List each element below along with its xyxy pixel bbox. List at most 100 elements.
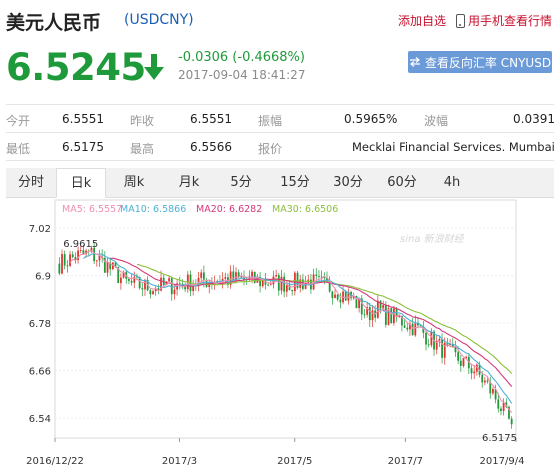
candle-body <box>334 294 336 298</box>
candle-body <box>200 272 203 278</box>
candle-body <box>497 399 500 409</box>
candle-body <box>315 274 318 276</box>
candle-body <box>168 278 170 282</box>
candle-body <box>446 342 449 345</box>
candle-body <box>435 340 438 350</box>
quote-source: Mecklai Financial Services. Mumbai <box>352 140 555 154</box>
tab-15min[interactable]: 15分 <box>280 175 310 190</box>
candle-body <box>470 368 473 374</box>
low-label: 最低 <box>6 142 31 156</box>
candle-body <box>261 279 264 287</box>
reverse-rate-button[interactable]: 查看反向汇率 CNYUSD <box>408 51 552 73</box>
y-tick-label: 7.02 <box>29 224 51 235</box>
candle-body <box>77 250 79 260</box>
candle-body <box>387 308 390 325</box>
open-label: 今开 <box>6 114 31 128</box>
candle-body <box>197 277 200 285</box>
ma5-line <box>69 250 513 413</box>
candle-body <box>430 331 433 346</box>
page-title: 美元人民币 <box>6 12 102 34</box>
open-value: 6.5551 <box>62 112 104 126</box>
candle-body <box>69 254 71 266</box>
phone-icon <box>456 13 465 28</box>
tab-daily-k[interactable]: 日k <box>56 168 106 198</box>
candle-body <box>502 402 505 412</box>
candle-body <box>492 389 494 394</box>
candle-body <box>141 288 144 290</box>
amplitude-value: 0.5965% <box>344 112 398 126</box>
candle-body <box>494 389 497 400</box>
candle-body <box>173 289 176 295</box>
y-tick-label: 6.66 <box>29 367 51 378</box>
candle-body <box>288 285 291 290</box>
candle-body <box>58 263 61 274</box>
candle-body <box>422 326 425 333</box>
candle-body <box>449 344 452 345</box>
plot-border <box>54 199 517 439</box>
candle-body <box>160 277 162 291</box>
candle-body <box>323 277 326 279</box>
candle-body <box>165 281 168 286</box>
stats-table: 今开 6.5551 昨收 6.5551 振幅 0.5965% 波幅 0.0391… <box>6 104 555 161</box>
candle-body <box>275 275 278 277</box>
candle-body <box>111 262 114 270</box>
symbol-code: (USDCNY) <box>124 12 194 28</box>
candle-body <box>318 275 320 277</box>
candle-body <box>296 272 299 288</box>
x-tick-label: 2017/7 <box>388 456 423 467</box>
candle-body <box>409 323 411 330</box>
candle-body <box>128 278 130 281</box>
candle-body <box>122 271 125 278</box>
candle-body <box>505 402 508 407</box>
candle-body <box>74 257 77 260</box>
candle-body <box>103 257 106 273</box>
candle-body <box>66 265 69 267</box>
kline-chart[interactable]: 7.02 6.9 6.78 6.66 6.54 2016/12/22 2017/3 2017/… <box>0 198 558 468</box>
stats-row-1: 今开 6.5551 昨收 6.5551 振幅 0.5965% 波幅 0.0391 <box>6 105 555 133</box>
candle-body <box>326 277 328 282</box>
tab-30min[interactable]: 30分 <box>333 175 363 190</box>
add-favorite-link[interactable]: 添加自选 <box>398 14 447 28</box>
mobile-view-link[interactable]: 用手机查看行情 <box>456 12 552 29</box>
y-tick-label: 6.9 <box>35 272 51 283</box>
candle-body <box>328 281 331 292</box>
ma10-line <box>83 253 513 404</box>
candle-body <box>136 276 138 278</box>
legend-ma5: MA5: 6.5557 <box>62 204 122 215</box>
candle-body <box>259 276 261 287</box>
candle-body <box>473 371 476 374</box>
tab-60min[interactable]: 60分 <box>387 175 417 190</box>
x-tick-label: 2017/9/4 <box>480 456 525 467</box>
candle-body <box>398 315 401 318</box>
wave-label: 波幅 <box>424 114 449 128</box>
candle-body <box>280 276 283 291</box>
high-value: 6.5566 <box>190 140 232 154</box>
candle-body <box>149 290 152 295</box>
candle-body <box>336 294 339 300</box>
candle-body <box>368 307 371 321</box>
tab-weekly-k[interactable]: 周k <box>123 175 145 190</box>
candle-body <box>184 285 187 290</box>
candle-body <box>117 267 120 284</box>
candle-body <box>344 291 347 301</box>
tab-monthly-k[interactable]: 月k <box>178 175 200 190</box>
candle-body <box>79 250 82 251</box>
x-tick-label: 2017/5 <box>277 456 312 467</box>
candle-body <box>500 408 502 412</box>
candle-body <box>267 284 270 286</box>
tab-5min[interactable]: 5分 <box>230 175 252 190</box>
candle-body <box>390 308 393 324</box>
candle-body <box>414 322 417 336</box>
legend-ma20: MA20: 6.6282 <box>196 204 262 215</box>
x-tick-label: 2017/3 <box>162 456 197 467</box>
candle-body <box>251 271 253 277</box>
candle-body <box>379 300 382 309</box>
candle-body <box>119 277 122 284</box>
tab-4h[interactable]: 4h <box>443 175 461 190</box>
candle-body <box>459 360 462 366</box>
candle-body <box>98 255 101 261</box>
candle-body <box>352 296 355 299</box>
candle-body <box>510 418 513 425</box>
tab-intraday[interactable]: 分时 <box>17 175 44 190</box>
candle-body <box>291 289 294 292</box>
